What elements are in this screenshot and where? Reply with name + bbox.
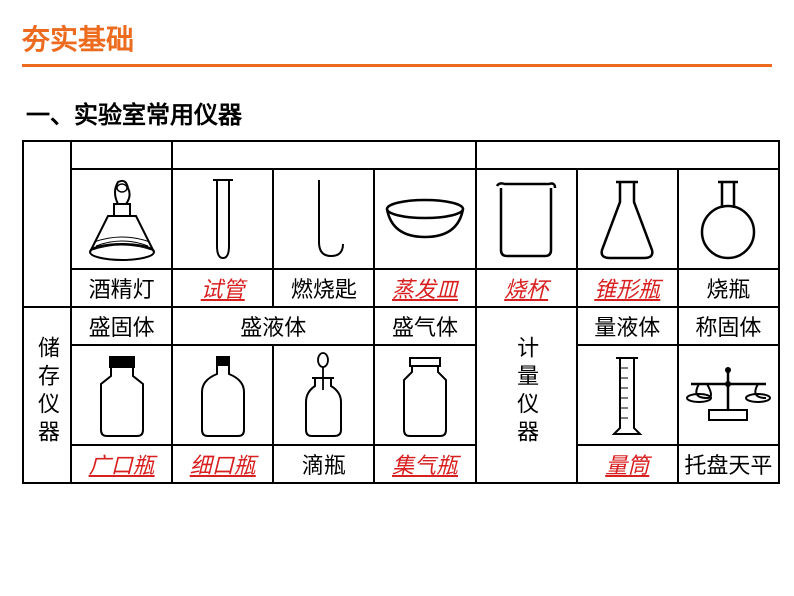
section-title: 一、实验室常用仪器: [26, 95, 772, 130]
label-dropper-bottle: 滴瓶: [273, 445, 374, 483]
img-round-flask: [678, 169, 779, 269]
hdr-weigh-solid: 称固体: [678, 307, 779, 345]
img-conical-flask: [577, 169, 678, 269]
page-header: 夯实基础: [22, 18, 772, 67]
narrow-mouth-bottle-icon: [192, 350, 254, 440]
label-wide-mouth: 广口瓶: [71, 445, 172, 483]
hdr-gas: 盛气体: [374, 307, 475, 345]
img-wide-mouth-bottle: [71, 345, 172, 445]
label-alcohol-lamp: 酒精灯: [71, 269, 172, 307]
label-conical-flask: 锥形瓶: [577, 269, 678, 307]
label-combustion-spoon: 燃烧匙: [273, 269, 374, 307]
label-round-flask: 烧瓶: [678, 269, 779, 307]
img-beaker: [476, 169, 577, 269]
side-measure: 计量仪器: [476, 307, 577, 483]
hdr-measure-liquid: 量液体: [577, 307, 678, 345]
conical-flask-icon: [592, 174, 662, 264]
img-balance: [678, 345, 779, 445]
hdr-blank-2: [172, 141, 475, 169]
label-test-tube: 试管: [172, 269, 273, 307]
hdr-solid: 盛固体: [71, 307, 172, 345]
balance-icon: [681, 360, 776, 430]
img-dropper-bottle: [273, 345, 374, 445]
hdr-blank-1: [71, 141, 172, 169]
hdr-liquid: 盛液体: [172, 307, 374, 345]
label-gas-jar: 集气瓶: [374, 445, 475, 483]
side-storage: 储存仪器: [23, 307, 71, 483]
combustion-spoon-icon: [299, 174, 349, 264]
img-evaporating-dish: [374, 169, 475, 269]
label-balance: 托盘天平: [678, 445, 779, 483]
beaker-icon: [491, 174, 561, 264]
img-gas-jar: [374, 345, 475, 445]
img-alcohol-lamp: [71, 169, 172, 269]
label-evaporating-dish: 蒸发皿: [374, 269, 475, 307]
label-cylinder: 量筒: [577, 445, 678, 483]
alcohol-lamp-icon: [82, 174, 162, 264]
graduated-cylinder-icon: [602, 350, 652, 440]
label-narrow-mouth: 细口瓶: [172, 445, 273, 483]
evaporating-dish-icon: [380, 189, 470, 249]
img-combustion-spoon: [273, 169, 374, 269]
dropper-bottle-icon: [296, 350, 351, 440]
img-test-tube: [172, 169, 273, 269]
hdr-blank-3: [476, 141, 779, 169]
wide-mouth-bottle-icon: [91, 350, 153, 440]
img-graduated-cylinder: [577, 345, 678, 445]
img-narrow-mouth-bottle: [172, 345, 273, 445]
round-flask-icon: [693, 174, 763, 264]
instruments-table: 酒精灯 试管 燃烧匙 蒸发皿 烧杯 锥形瓶 烧瓶 储存仪器 盛固体 盛液体 盛气…: [22, 140, 780, 484]
test-tube-icon: [203, 174, 243, 264]
corner-blank: [23, 141, 71, 307]
label-beaker: 烧杯: [476, 269, 577, 307]
gas-jar-icon: [394, 350, 456, 440]
